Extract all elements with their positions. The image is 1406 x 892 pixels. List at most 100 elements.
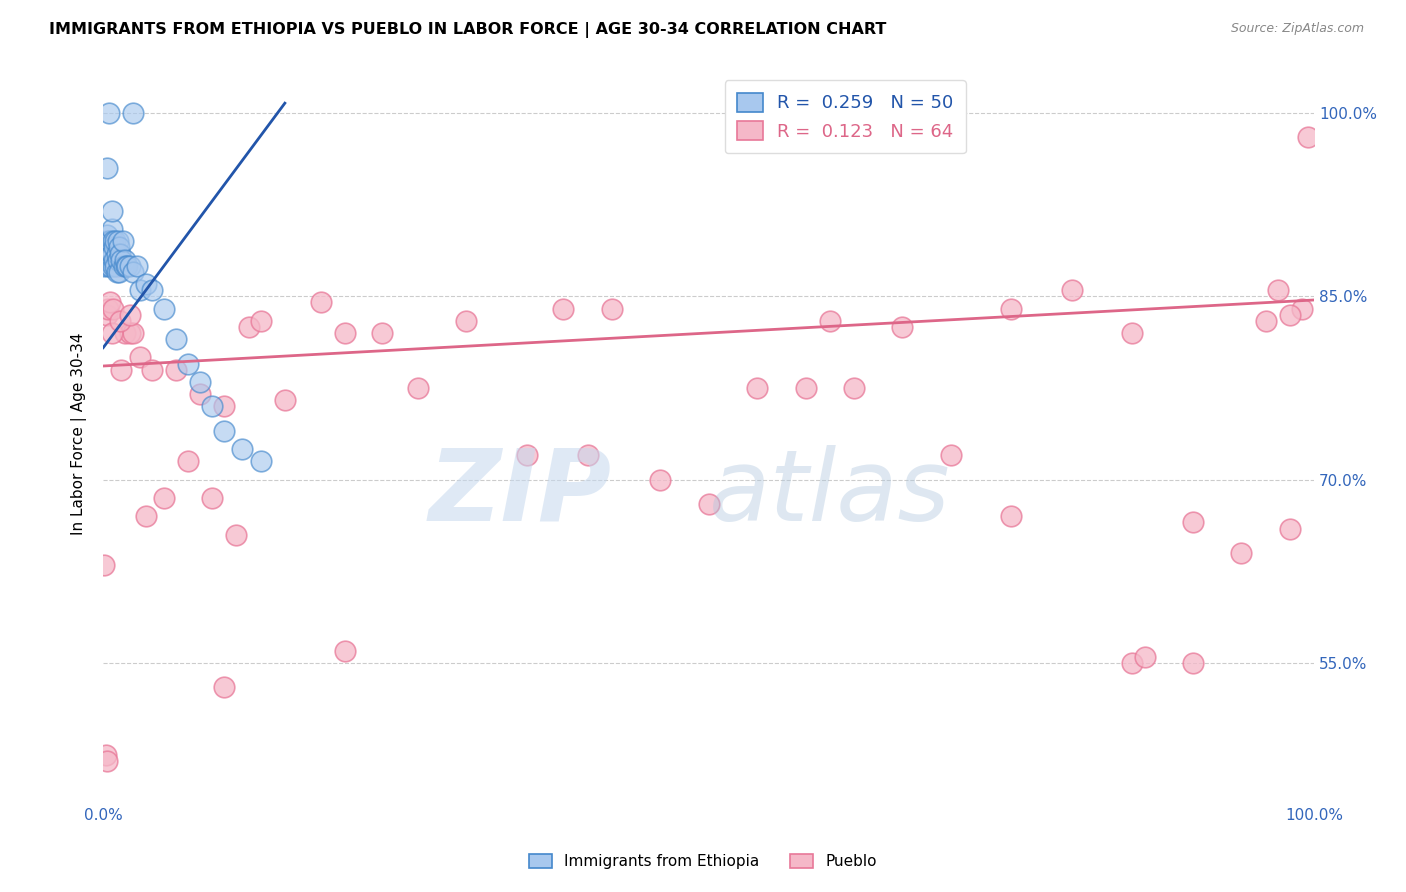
Point bbox=[94, 252, 117, 267]
Point bbox=[96, 754, 118, 768]
Point bbox=[135, 277, 157, 291]
Point bbox=[114, 252, 136, 267]
Point bbox=[1278, 308, 1301, 322]
Point bbox=[274, 393, 297, 408]
Point bbox=[214, 400, 236, 414]
Point bbox=[111, 235, 134, 249]
Point bbox=[201, 400, 224, 414]
Point bbox=[600, 301, 623, 316]
Point bbox=[1278, 522, 1301, 536]
Text: atlas: atlas bbox=[709, 444, 950, 541]
Point bbox=[128, 351, 150, 365]
Point bbox=[93, 259, 115, 273]
Point bbox=[100, 295, 122, 310]
Point bbox=[122, 265, 145, 279]
Point bbox=[818, 314, 841, 328]
Point bbox=[1182, 516, 1205, 530]
Point bbox=[406, 381, 429, 395]
Point bbox=[104, 259, 127, 273]
Point bbox=[177, 454, 200, 468]
Point bbox=[1267, 283, 1289, 297]
Point bbox=[249, 314, 271, 328]
Legend: R =  0.259   N = 50, R =  0.123   N = 64: R = 0.259 N = 50, R = 0.123 N = 64 bbox=[724, 80, 966, 153]
Point bbox=[122, 326, 145, 340]
Point bbox=[135, 509, 157, 524]
Point bbox=[97, 259, 120, 273]
Point bbox=[112, 259, 135, 273]
Point bbox=[1291, 301, 1313, 316]
Point bbox=[249, 454, 271, 468]
Point bbox=[165, 332, 187, 346]
Point bbox=[309, 295, 332, 310]
Point bbox=[188, 387, 211, 401]
Point bbox=[96, 246, 118, 260]
Point bbox=[97, 301, 120, 316]
Point bbox=[101, 259, 124, 273]
Point bbox=[152, 301, 174, 316]
Point bbox=[108, 246, 131, 260]
Point bbox=[576, 448, 599, 462]
Point bbox=[100, 203, 122, 218]
Point bbox=[107, 235, 129, 249]
Point bbox=[1296, 130, 1319, 145]
Point bbox=[335, 644, 357, 658]
Point bbox=[98, 106, 121, 120]
Point bbox=[891, 319, 914, 334]
Point bbox=[118, 308, 141, 322]
Point bbox=[225, 527, 247, 541]
Point bbox=[98, 252, 121, 267]
Point bbox=[794, 381, 817, 395]
Point bbox=[516, 448, 538, 462]
Point bbox=[165, 362, 187, 376]
Point bbox=[127, 259, 149, 273]
Point bbox=[104, 252, 127, 267]
Point bbox=[456, 314, 478, 328]
Point bbox=[110, 362, 132, 376]
Point bbox=[107, 259, 129, 273]
Point bbox=[553, 301, 575, 316]
Point bbox=[108, 314, 131, 328]
Point bbox=[1121, 656, 1143, 670]
Text: Source: ZipAtlas.com: Source: ZipAtlas.com bbox=[1230, 22, 1364, 36]
Point bbox=[96, 228, 118, 243]
Point bbox=[97, 240, 120, 254]
Point bbox=[98, 246, 121, 260]
Point bbox=[122, 106, 145, 120]
Point bbox=[201, 491, 224, 505]
Point bbox=[93, 558, 115, 573]
Point bbox=[1000, 509, 1022, 524]
Point bbox=[107, 252, 129, 267]
Point bbox=[114, 326, 136, 340]
Point bbox=[100, 326, 122, 340]
Point bbox=[100, 246, 122, 260]
Point bbox=[1182, 656, 1205, 670]
Point bbox=[697, 497, 720, 511]
Point bbox=[939, 448, 962, 462]
Point bbox=[214, 424, 236, 438]
Point bbox=[100, 222, 122, 236]
Point bbox=[650, 473, 672, 487]
Point bbox=[1133, 649, 1156, 664]
Point bbox=[335, 326, 357, 340]
Point bbox=[104, 235, 127, 249]
Point bbox=[842, 381, 865, 395]
Text: ZIP: ZIP bbox=[429, 444, 612, 541]
Point bbox=[1121, 326, 1143, 340]
Point bbox=[118, 326, 141, 340]
Point bbox=[115, 259, 138, 273]
Point bbox=[94, 235, 117, 249]
Point bbox=[141, 362, 163, 376]
Point bbox=[370, 326, 392, 340]
Point bbox=[214, 681, 236, 695]
Point bbox=[101, 301, 124, 316]
Y-axis label: In Labor Force | Age 30-34: In Labor Force | Age 30-34 bbox=[72, 333, 87, 535]
Point bbox=[103, 252, 125, 267]
Point bbox=[96, 308, 118, 322]
Point bbox=[108, 240, 131, 254]
Point bbox=[101, 235, 124, 249]
Point bbox=[745, 381, 768, 395]
Point bbox=[117, 259, 139, 273]
Point bbox=[128, 283, 150, 297]
Point bbox=[103, 240, 125, 254]
Point bbox=[94, 747, 117, 762]
